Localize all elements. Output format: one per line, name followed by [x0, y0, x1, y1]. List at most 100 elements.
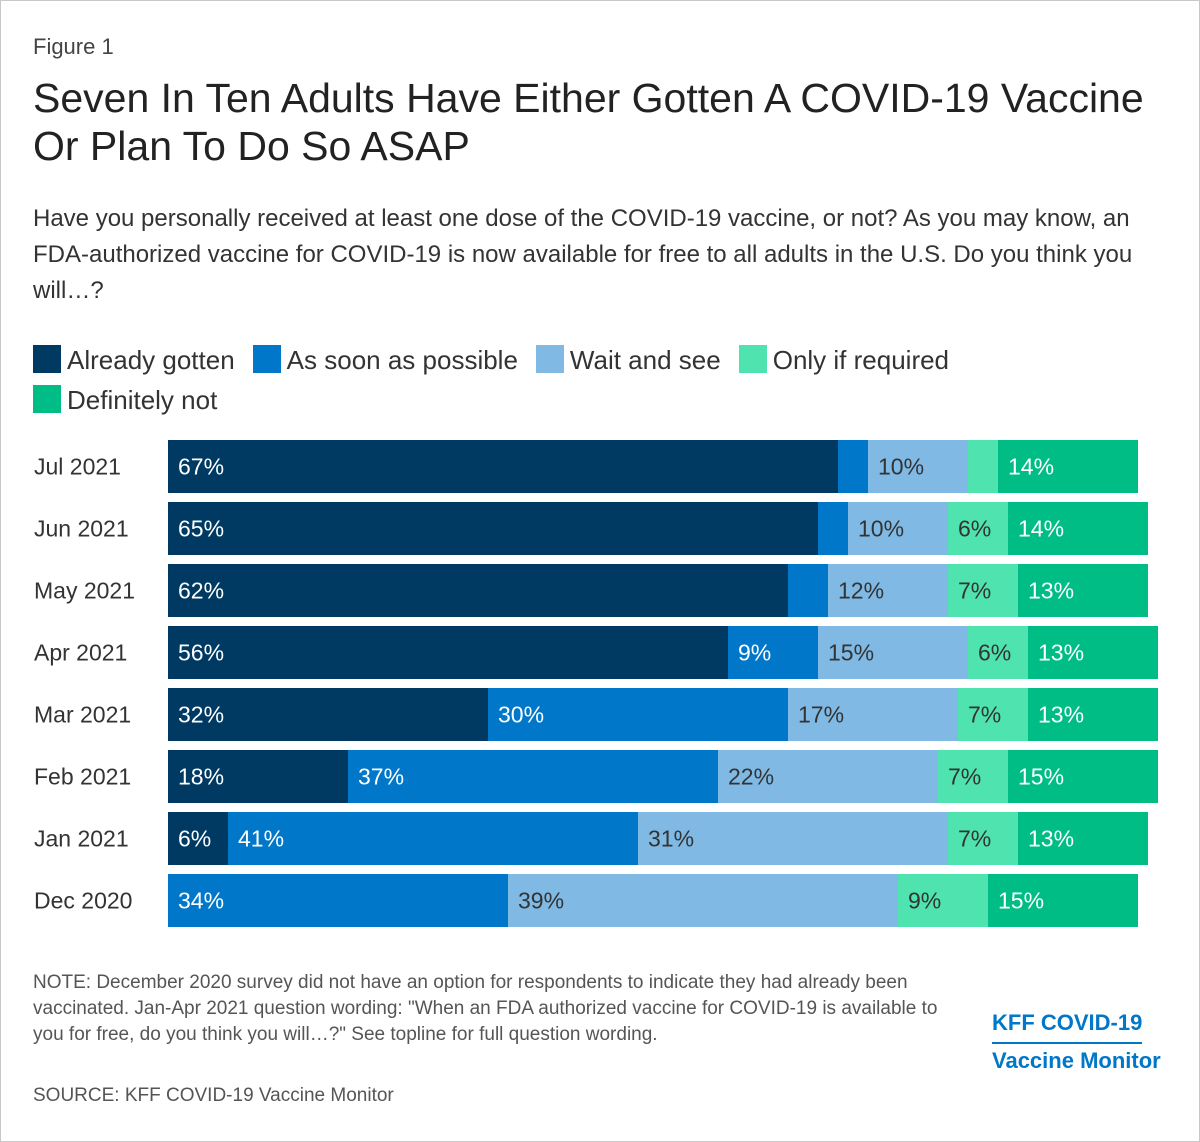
bar-segment — [1008, 502, 1148, 555]
data-label: 9% — [738, 640, 771, 666]
category-label: Jan 2021 — [34, 826, 129, 852]
data-label: 15% — [828, 640, 874, 666]
data-label: 13% — [1038, 640, 1084, 666]
category-label: Mar 2021 — [34, 702, 131, 728]
data-label: 18% — [178, 764, 224, 790]
data-label: 34% — [178, 888, 224, 914]
data-label: 7% — [948, 764, 981, 790]
legend-item: As soon as possible — [252, 340, 518, 380]
bar-segment — [1028, 626, 1158, 679]
bar-segment — [1028, 688, 1158, 741]
bar-segment — [508, 874, 898, 927]
chart-note: NOTE: December 2020 survey did not have … — [33, 972, 938, 1045]
data-label: 6% — [178, 826, 211, 852]
bar-segment — [168, 564, 788, 617]
category-label: Feb 2021 — [34, 764, 131, 790]
bar-segment — [638, 812, 948, 865]
bar-segment — [948, 812, 1018, 865]
data-label: 6% — [958, 516, 991, 542]
bar-segment — [488, 688, 788, 741]
brand-line-2: Vaccine Monitor — [992, 1048, 1161, 1073]
bar-segment — [168, 502, 818, 555]
bar-segment — [818, 626, 968, 679]
bar-segment — [168, 750, 348, 803]
legend-swatch — [252, 345, 281, 373]
legend-item: Only if required — [738, 340, 950, 380]
chart-title: Seven In Ten Adults Have Either Gotten A… — [33, 75, 1144, 169]
bar-segment — [968, 440, 998, 493]
data-label: 31% — [648, 826, 694, 852]
bar-segment — [948, 502, 1008, 555]
data-label: 37% — [358, 764, 404, 790]
bar-segment — [838, 440, 868, 493]
bar-segment — [718, 750, 938, 803]
data-label: 62% — [178, 578, 224, 604]
brand-line-1: KFF COVID-19 — [992, 1006, 1143, 1044]
data-label: 7% — [968, 702, 1001, 728]
legend-label: Only if required — [772, 345, 950, 375]
data-label: 7% — [958, 578, 991, 604]
bar-segment — [168, 874, 508, 927]
bar-segment — [828, 564, 948, 617]
category-label: Apr 2021 — [34, 640, 127, 666]
bar-segment — [348, 750, 718, 803]
bar-segment — [1018, 564, 1148, 617]
bar-segment — [1018, 812, 1148, 865]
chart-legend: Already gotten As soon as possible Wait an… — [33, 340, 1133, 420]
chart-subtitle: Have you personally received at least on… — [33, 205, 1133, 304]
figure-label: Figure 1 — [33, 34, 114, 59]
data-label: 39% — [518, 888, 564, 914]
data-label: 67% — [178, 454, 224, 480]
legend-swatch — [738, 345, 767, 373]
data-label: 15% — [1018, 764, 1064, 790]
legend-item: Definitely not — [33, 380, 217, 420]
data-label: 14% — [1008, 454, 1054, 480]
kff-brand-logo: KFF COVID-19 Vaccine Monitor — [992, 1006, 1161, 1078]
data-label: 13% — [1028, 578, 1074, 604]
bar-segment — [958, 688, 1028, 741]
bar-segment — [868, 440, 968, 493]
bar-segment — [938, 750, 1008, 803]
category-label: May 2021 — [34, 578, 135, 604]
legend-label: Already gotten — [67, 345, 235, 375]
bar-segment — [948, 564, 1018, 617]
bar-segment — [968, 626, 1028, 679]
data-label: 13% — [1028, 826, 1074, 852]
bar-segment — [818, 502, 848, 555]
category-label: Jun 2021 — [34, 516, 129, 542]
category-label: Dec 2020 — [34, 888, 132, 914]
chart-source: SOURCE: KFF COVID-19 Vaccine Monitor — [33, 1085, 394, 1106]
bar-segment — [228, 812, 638, 865]
bar-segment — [998, 440, 1138, 493]
data-label: 7% — [958, 826, 991, 852]
data-label: 65% — [178, 516, 224, 542]
data-label: 6% — [978, 640, 1011, 666]
bar-segment — [168, 688, 488, 741]
legend-swatch — [33, 385, 61, 413]
bar-segment — [1008, 750, 1158, 803]
data-label: 30% — [498, 702, 544, 728]
data-label: 10% — [878, 454, 924, 480]
bar-segment — [168, 440, 838, 493]
bar-segment — [168, 812, 228, 865]
legend-swatch — [535, 345, 564, 373]
legend-label: As soon as possible — [286, 345, 518, 375]
data-label: 41% — [238, 826, 284, 852]
data-label: 56% — [178, 640, 224, 666]
data-label: 32% — [178, 702, 224, 728]
category-label: Jul 2021 — [34, 454, 121, 480]
legend-item: Already gotten — [33, 340, 235, 380]
bar-segment — [728, 626, 818, 679]
legend-item: Wait and see — [535, 340, 721, 380]
bar-segment — [788, 688, 958, 741]
data-label: 14% — [1018, 516, 1064, 542]
data-label: 15% — [998, 888, 1044, 914]
data-label: 10% — [858, 516, 904, 542]
data-label: 9% — [908, 888, 941, 914]
legend-swatch — [33, 345, 61, 373]
bar-segment — [988, 874, 1138, 927]
data-label: 13% — [1038, 702, 1084, 728]
legend-label: Wait and see — [569, 345, 721, 375]
bar-segment — [898, 874, 988, 927]
